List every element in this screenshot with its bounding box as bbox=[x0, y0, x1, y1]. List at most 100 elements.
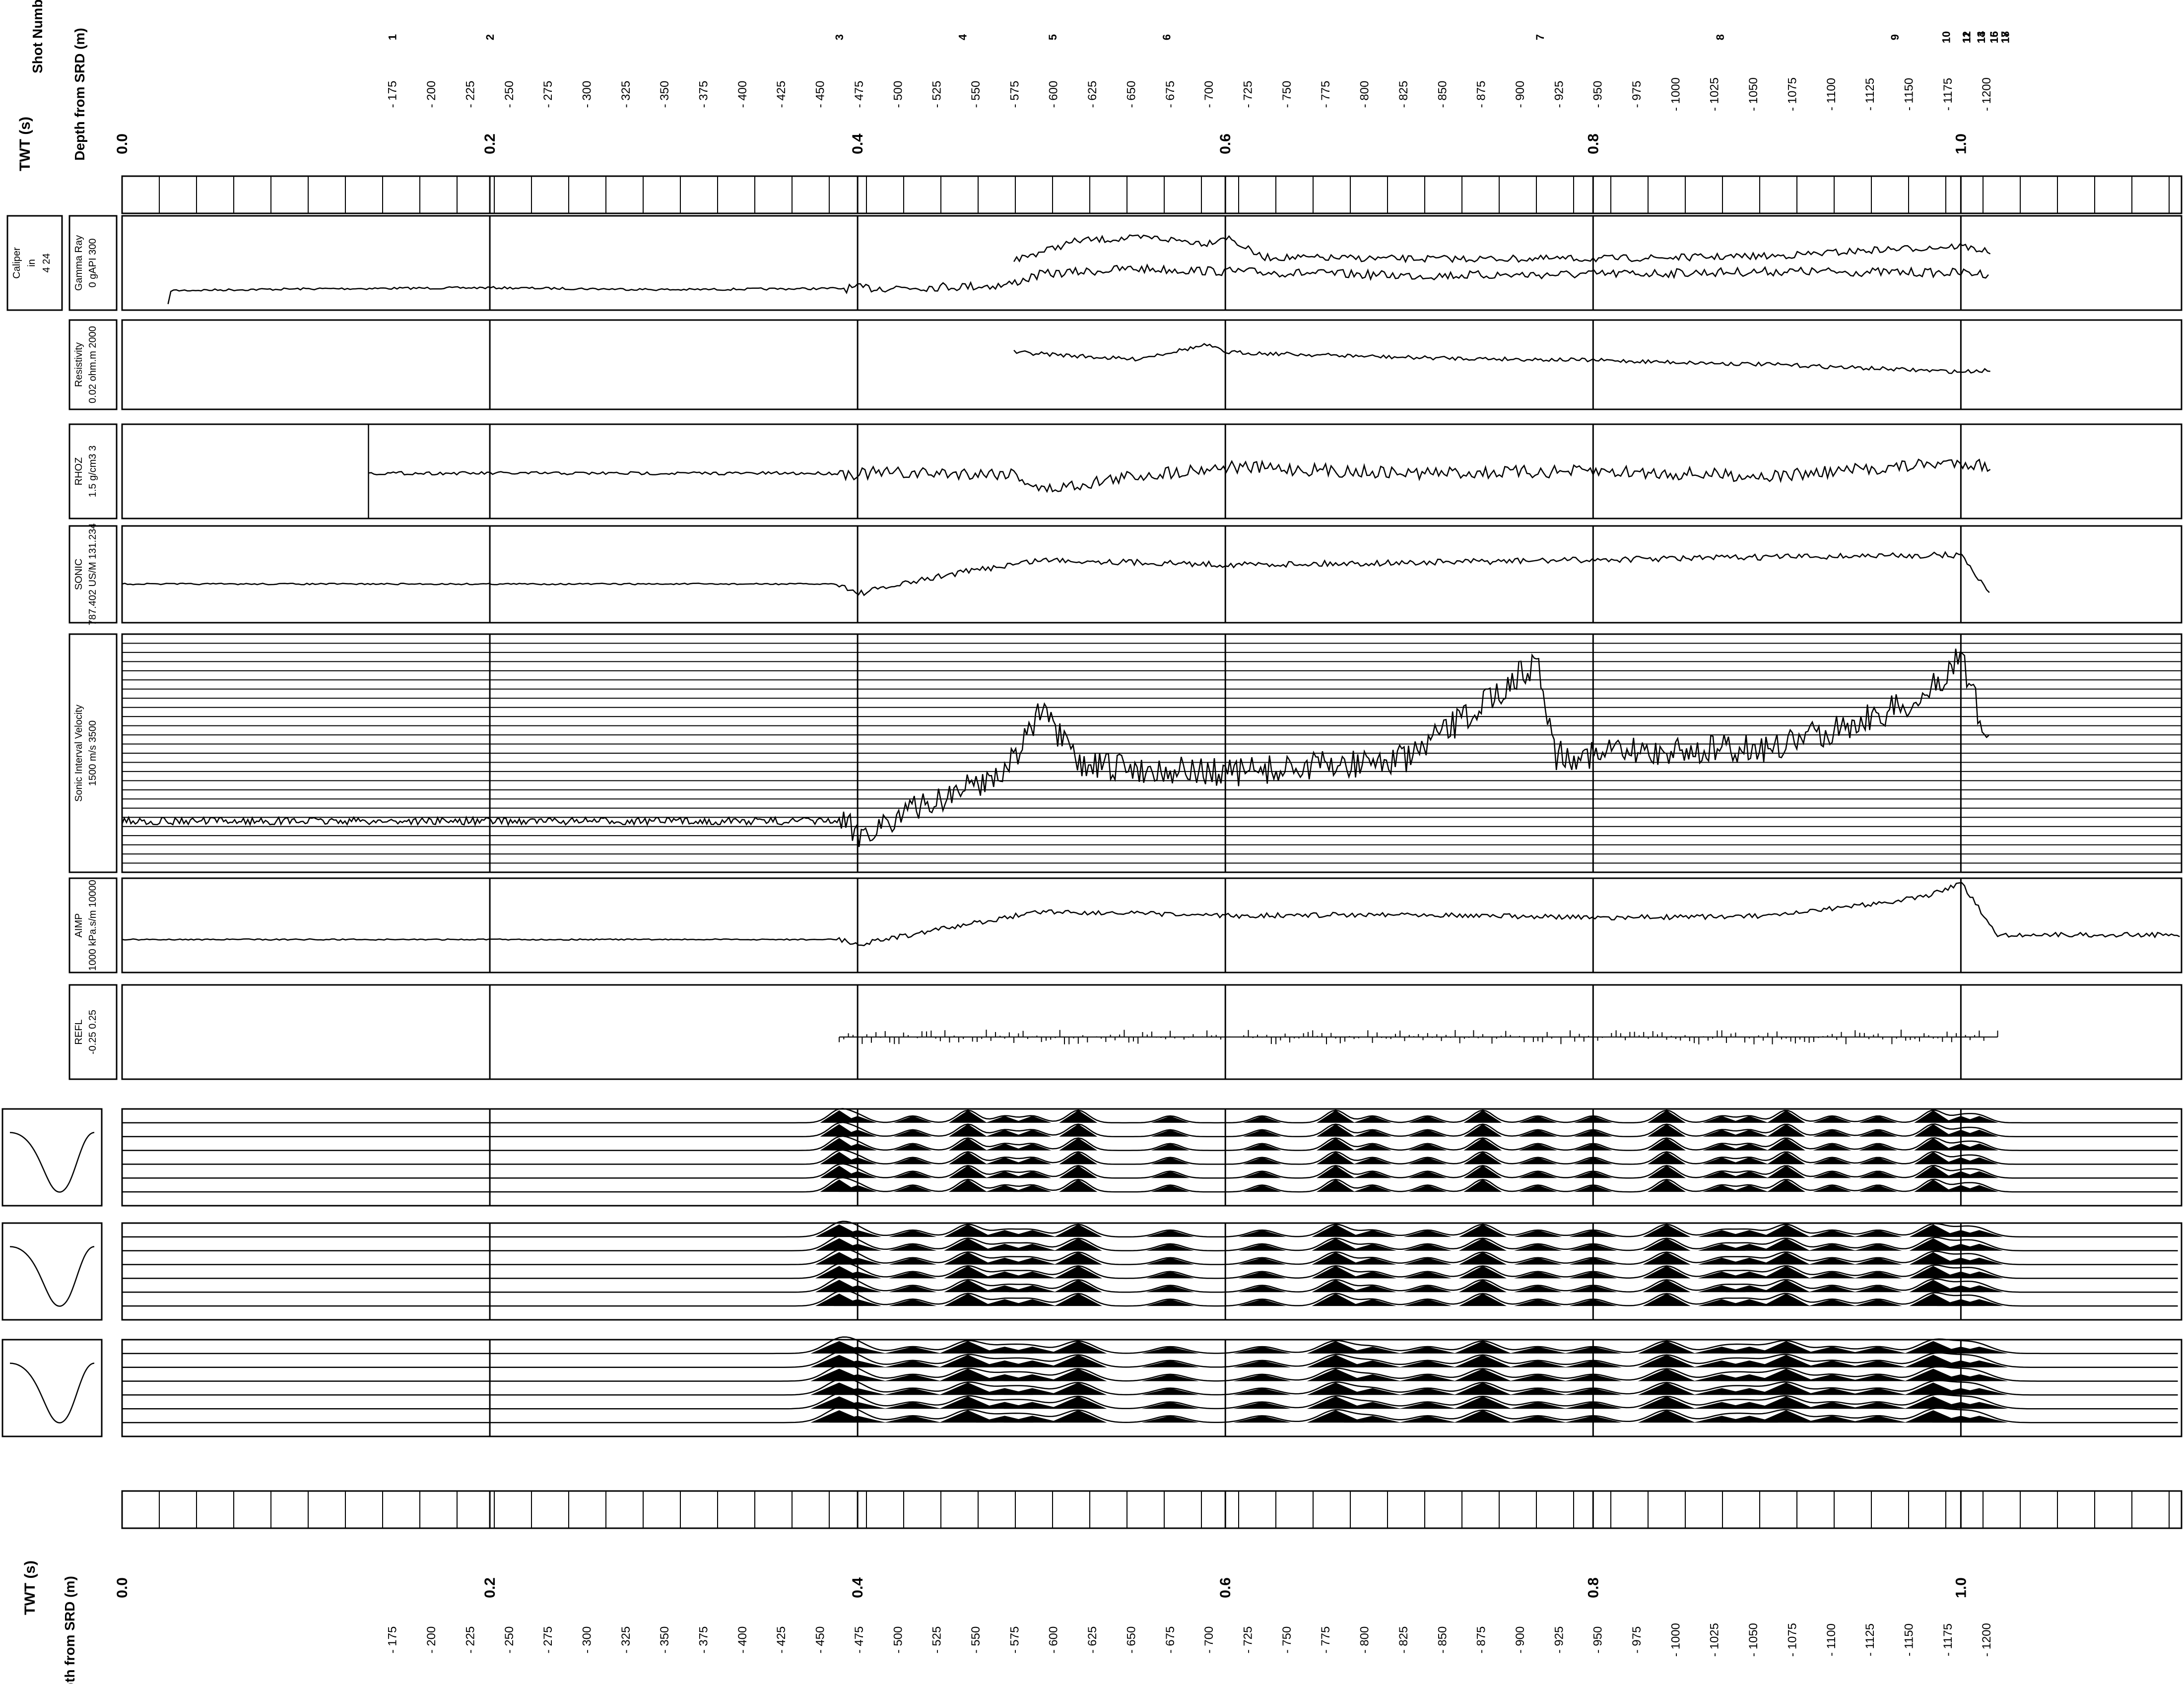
legend-text: -0.25 0.25 bbox=[87, 1010, 98, 1054]
synthetic-peak bbox=[1703, 1171, 1741, 1178]
synthetic-trace bbox=[122, 1405, 2178, 1424]
wavelet-curve bbox=[9, 1246, 95, 1307]
synthetic-peak bbox=[1960, 1116, 1998, 1123]
synthetic-peak bbox=[1854, 1230, 1902, 1237]
legend-text: 0 gAPI 300 bbox=[87, 239, 98, 288]
synthetic-peak bbox=[1233, 1360, 1291, 1367]
synthetic-seismogram bbox=[1, 1107, 2178, 1437]
synthetic-peak bbox=[1238, 1257, 1286, 1265]
synthetic-peak bbox=[1638, 1341, 1696, 1354]
synthetic-trace bbox=[122, 1107, 2178, 1124]
synthetic-peak bbox=[1914, 1138, 1953, 1151]
depth-tick-top: - 425 bbox=[775, 81, 788, 108]
synthetic-peak bbox=[1243, 1129, 1281, 1137]
synthetic-peak bbox=[986, 1116, 1024, 1123]
caliper-legend-text: 4 24 bbox=[41, 254, 52, 273]
synthetic-peak bbox=[1013, 1185, 1052, 1192]
synthetic-peak bbox=[1757, 1382, 1815, 1395]
synthetic-peak bbox=[1003, 1402, 1061, 1409]
twt-tick-bottom: 0.6 bbox=[1217, 1577, 1234, 1598]
synthetic-peak bbox=[1730, 1116, 1769, 1123]
depth-tick-bottom: - 550 bbox=[969, 1626, 983, 1654]
synthetic-peak bbox=[893, 1185, 932, 1192]
synthetic-trace bbox=[122, 1177, 2178, 1193]
twt-tick-bottom: 0.2 bbox=[482, 1577, 498, 1598]
synthetic-peak bbox=[1767, 1124, 1805, 1137]
synthetic-trace bbox=[122, 1248, 2178, 1265]
synthetic-peak bbox=[1307, 1341, 1365, 1354]
synthetic-peak bbox=[1564, 1388, 1622, 1395]
synthetic-peak bbox=[1408, 1129, 1447, 1137]
synthetic-peak bbox=[1725, 1299, 1774, 1306]
synthetic-peak bbox=[1849, 1402, 1907, 1409]
synthetic-peak bbox=[1647, 1124, 1686, 1137]
synthetic-peak bbox=[1243, 1143, 1281, 1151]
synthetic-peak bbox=[986, 1143, 1024, 1151]
synthetic-peak bbox=[1638, 1382, 1696, 1395]
synthetic-trace bbox=[122, 1290, 2178, 1307]
depth-tick-top: - 525 bbox=[930, 81, 944, 108]
depth-tick-bottom: - 900 bbox=[1514, 1626, 1527, 1654]
synthetic-peak bbox=[1647, 1138, 1686, 1151]
depth-tick-bottom: - 650 bbox=[1125, 1626, 1138, 1654]
synthetic-peak bbox=[1909, 1224, 1957, 1237]
synthetic-peak bbox=[1348, 1285, 1396, 1293]
synthetic-peak bbox=[1955, 1230, 2003, 1237]
synthetic-peak bbox=[1955, 1271, 2003, 1279]
synthetic-trace bbox=[122, 1276, 2178, 1293]
synthetic-peak bbox=[1307, 1382, 1365, 1395]
synthetic-peak bbox=[1703, 1143, 1741, 1151]
synthetic-peak bbox=[1955, 1257, 2003, 1265]
synthetic-peak bbox=[893, 1116, 932, 1123]
depth-tick-top: - 200 bbox=[425, 81, 438, 108]
synthetic-peak bbox=[1808, 1243, 1856, 1251]
depth-tick-top: - 225 bbox=[463, 81, 477, 108]
synthetic-peak bbox=[889, 1285, 937, 1293]
synthetic-peak bbox=[1808, 1271, 1856, 1279]
synthetic-peak bbox=[1725, 1285, 1774, 1293]
synthetic-peak bbox=[1730, 1143, 1769, 1151]
synthetic-peak bbox=[1757, 1410, 1815, 1423]
synthetic-peak bbox=[1950, 1388, 2008, 1395]
synthetic-peak bbox=[1914, 1179, 1953, 1192]
synthetic-peak bbox=[1312, 1252, 1360, 1265]
synthetic-peak bbox=[889, 1243, 937, 1251]
depth-tick-bottom: - 400 bbox=[736, 1626, 749, 1654]
synthetic-peak bbox=[1049, 1410, 1107, 1423]
synthetic-peak bbox=[1574, 1116, 1612, 1123]
depth-tick-top: - 275 bbox=[541, 81, 555, 108]
legend-text: AIMP bbox=[73, 913, 84, 938]
synthetic-peak bbox=[1950, 1416, 2008, 1423]
synthetic-peak bbox=[944, 1266, 992, 1279]
depth-tick-top: - 325 bbox=[619, 81, 633, 108]
synthetic-peak bbox=[1813, 1185, 1852, 1192]
synthetic-peak bbox=[1463, 1110, 1502, 1123]
synthetic-peak bbox=[1454, 1341, 1512, 1354]
synthetic-peak bbox=[1348, 1243, 1396, 1251]
depth-tick-bottom: - 775 bbox=[1319, 1626, 1332, 1654]
synthetic-peak bbox=[1238, 1285, 1286, 1293]
depth-tick-top: - 1125 bbox=[1863, 78, 1877, 111]
synthetic-peak bbox=[838, 1185, 877, 1192]
synthetic-peak bbox=[1348, 1299, 1396, 1306]
synthetic-peak bbox=[1054, 1294, 1102, 1306]
synthetic-peak bbox=[1909, 1280, 1957, 1293]
synthetic-peak bbox=[1399, 1416, 1456, 1423]
synthetic-peak bbox=[1960, 1157, 1998, 1165]
synthetic-peak bbox=[884, 1388, 942, 1395]
synthetic-peak bbox=[1146, 1271, 1194, 1279]
caliper-curve bbox=[1013, 234, 1991, 263]
depth-title-top: Depth from SRD (m) bbox=[72, 28, 87, 161]
legend-text: REFL bbox=[73, 1019, 84, 1044]
synthetic-peak bbox=[1151, 1143, 1190, 1151]
synthetic-peak bbox=[1008, 1299, 1057, 1306]
twt-tick-bottom: 1.0 bbox=[1953, 1577, 1969, 1598]
synthetic-peak bbox=[1348, 1257, 1396, 1265]
depth-tick-bottom: - 450 bbox=[814, 1626, 827, 1654]
synthetic-peak bbox=[1008, 1257, 1057, 1265]
depth-tick-bottom: - 200 bbox=[425, 1626, 438, 1654]
synthetic-peak bbox=[1757, 1355, 1815, 1367]
depth-tick-top: - 975 bbox=[1630, 81, 1644, 108]
synthetic-peak bbox=[939, 1341, 997, 1354]
synthetic-peak bbox=[833, 1299, 882, 1306]
